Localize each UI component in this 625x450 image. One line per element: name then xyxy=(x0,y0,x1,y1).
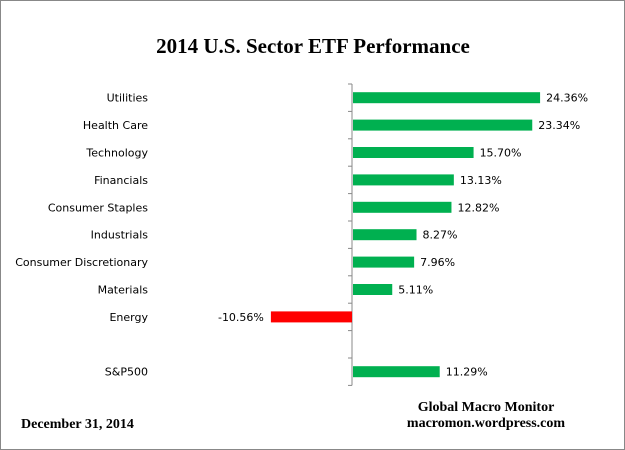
category-label: Utilities xyxy=(107,92,149,105)
source-name: Global Macro Monitor xyxy=(418,400,555,415)
category-label: Consumer Staples xyxy=(48,201,148,214)
source-url: macromon.wordpress.com xyxy=(407,416,565,431)
category-label: S&P500 xyxy=(105,366,148,379)
category-label: Industrials xyxy=(91,229,149,242)
category-label: Health Care xyxy=(83,119,148,132)
data-label: 11.29% xyxy=(446,366,488,379)
date-label: December 31, 2014 xyxy=(21,417,134,432)
bar xyxy=(353,201,452,213)
data-label: 8.27% xyxy=(423,229,458,242)
bar xyxy=(353,256,415,268)
data-label: 15.70% xyxy=(480,147,522,160)
category-label: Materials xyxy=(98,284,149,297)
data-label: 12.82% xyxy=(457,201,499,214)
data-label: 24.36% xyxy=(546,92,588,105)
data-label: 5.11% xyxy=(398,284,433,297)
category-label: Financials xyxy=(94,174,148,187)
data-label: 13.13% xyxy=(460,174,502,187)
bar xyxy=(353,92,541,104)
bar xyxy=(353,147,474,158)
bar xyxy=(353,284,393,295)
category-label: Consumer Discretionary xyxy=(15,256,148,269)
bar xyxy=(353,174,454,186)
bar xyxy=(353,229,417,241)
data-label: 23.34% xyxy=(538,119,580,132)
category-label: Energy xyxy=(109,311,148,324)
data-label: 7.96% xyxy=(420,256,455,269)
bar xyxy=(353,119,533,131)
chart-title: 2014 U.S. Sector ETF Performance xyxy=(156,34,470,58)
bar xyxy=(270,311,352,323)
category-label: Technology xyxy=(85,147,148,160)
data-label: -10.56% xyxy=(218,311,264,324)
bar xyxy=(353,366,440,378)
